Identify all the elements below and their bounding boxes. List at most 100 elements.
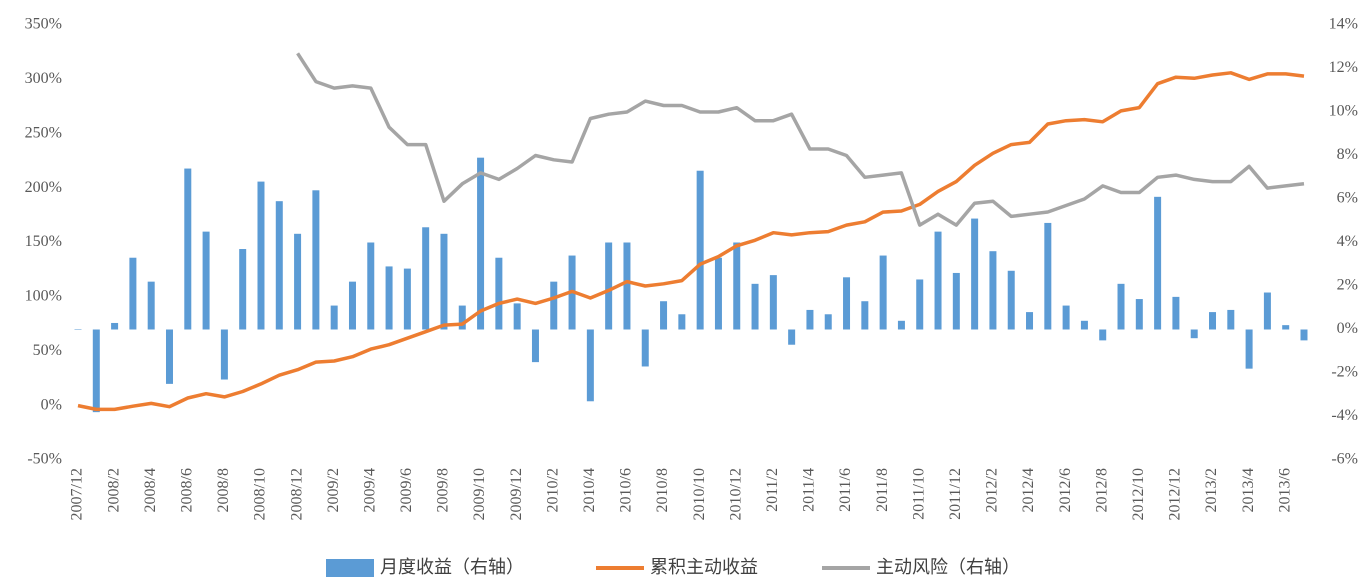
legend-label: 累积主动收益 (650, 557, 758, 578)
x-tick-label: 2009/6 (398, 468, 415, 512)
bar (1245, 329, 1253, 369)
bar (916, 279, 924, 330)
y-tick-label: 300% (25, 70, 62, 87)
bar (1154, 196, 1162, 330)
bar (897, 320, 905, 330)
x-tick-label: 2009/12 (508, 468, 525, 520)
bar (586, 329, 594, 402)
bar (788, 329, 796, 345)
bar (458, 305, 466, 330)
y2-tick-label: 8% (1337, 146, 1358, 163)
y2-tick-label: 10% (1329, 103, 1358, 120)
bar (202, 231, 210, 330)
x-tick-label: 2012/6 (1057, 468, 1074, 512)
x-tick-label: 2013/4 (1240, 468, 1257, 512)
y2-tick-label: 6% (1337, 190, 1358, 207)
x-tick-label: 2009/4 (361, 468, 378, 512)
y2-tick-label: 2% (1337, 277, 1358, 294)
bar (330, 305, 338, 330)
bar (861, 301, 869, 330)
bar (696, 170, 704, 330)
bar (550, 281, 558, 330)
bar (806, 309, 814, 330)
bar (495, 257, 503, 330)
bar (1209, 312, 1217, 330)
bar (1117, 283, 1125, 330)
y-tick-label: 0% (41, 396, 62, 413)
bar (952, 272, 960, 330)
bar (312, 190, 320, 330)
legend-label: 主动风险（右轴） (876, 557, 1020, 578)
bar (1263, 292, 1271, 330)
x-tick-label: 2008/10 (252, 468, 269, 520)
bar (440, 233, 448, 330)
y2-tick-label: -6% (1331, 451, 1358, 468)
bar (239, 249, 247, 330)
bar (294, 233, 302, 330)
y2-tick-label: 4% (1337, 233, 1358, 250)
bar (1062, 305, 1070, 330)
bar (111, 322, 119, 330)
bar (74, 329, 82, 330)
bar (257, 181, 265, 330)
x-tick-label: 2010/4 (581, 468, 598, 512)
x-tick-label: 2011/6 (837, 468, 854, 512)
x-tick-label: 2011/2 (764, 468, 781, 512)
bar (971, 218, 979, 330)
bar (92, 329, 100, 413)
x-tick-label: 2008/2 (105, 468, 122, 512)
bar (641, 329, 649, 367)
legend-swatch (326, 559, 374, 577)
x-tick-label: 2011/12 (947, 468, 964, 520)
y2-tick-label: 12% (1329, 59, 1358, 76)
bar (879, 255, 887, 330)
bar (147, 281, 155, 330)
bar (623, 242, 631, 330)
x-tick-label: 2012/12 (1167, 468, 1184, 520)
x-tick-label: 2010/6 (618, 468, 635, 512)
legend-label: 月度收益（右轴） (380, 557, 524, 578)
y2-tick-label: -2% (1331, 364, 1358, 381)
bar (678, 314, 686, 330)
bar (843, 277, 851, 330)
line (296, 52, 1305, 227)
x-tick-label: 2012/2 (984, 468, 1001, 512)
x-tick-label: 2009/10 (471, 468, 488, 520)
bar (275, 201, 283, 330)
x-tick-label: 2008/12 (288, 468, 305, 520)
y2-tick-label: -4% (1331, 407, 1358, 424)
bar (769, 275, 777, 330)
bar (1007, 270, 1015, 330)
y2-tick-label: 0% (1337, 320, 1358, 337)
x-tick-label: 2008/4 (142, 468, 159, 512)
bar (1282, 325, 1290, 330)
x-tick-label: 2013/6 (1276, 468, 1293, 512)
x-tick-label: 2008/6 (178, 468, 195, 512)
bar (714, 257, 722, 330)
bar (751, 283, 759, 330)
y-tick-label: 350% (25, 16, 62, 33)
bar (367, 242, 375, 330)
x-tick-label: 2010/2 (544, 468, 561, 512)
bar (1080, 320, 1088, 330)
y-tick-label: 50% (33, 342, 62, 359)
x-tick-label: 2008/8 (215, 468, 232, 512)
bar (1190, 329, 1198, 339)
bar (1227, 309, 1235, 330)
bar (403, 268, 411, 330)
bar (660, 301, 668, 330)
bar (348, 281, 356, 330)
y-tick-label: 250% (25, 124, 62, 141)
bar (165, 329, 173, 384)
x-tick-label: 2012/10 (1130, 468, 1147, 520)
bar (1135, 299, 1143, 330)
bar (934, 231, 942, 330)
x-tick-label: 2010/12 (727, 468, 744, 520)
bar (1099, 329, 1107, 341)
y-tick-label: -50% (27, 451, 62, 468)
bar (1026, 312, 1034, 330)
bar (220, 329, 228, 380)
y-tick-label: 200% (25, 179, 62, 196)
bar (531, 329, 539, 363)
